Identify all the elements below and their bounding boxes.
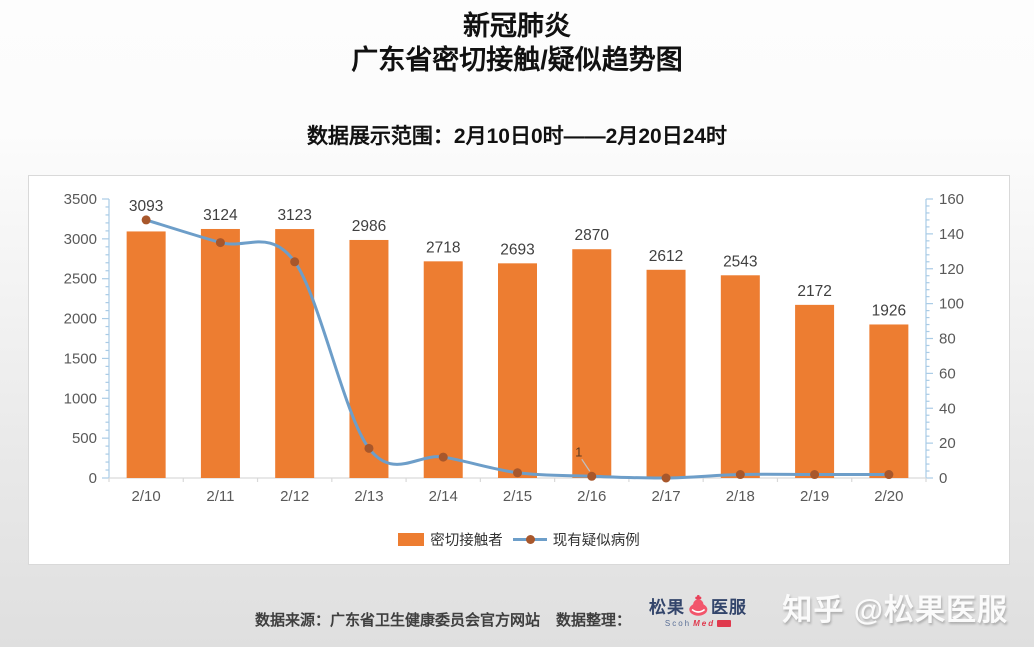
logo-subtext-scoh: Scoh: [664, 619, 692, 628]
svg-text:2000: 2000: [64, 311, 97, 328]
svg-text:2718: 2718: [426, 239, 460, 256]
chart-svg: 0 500 1000 1500 2000 2500 3000 3500 0 20 40 60 80 100…: [64, 191, 964, 505]
svg-text:80: 80: [939, 331, 956, 348]
svg-text:3123: 3123: [277, 207, 311, 224]
pinecone-logo-icon: [689, 594, 708, 616]
data-credit-label: 数据整理：: [556, 612, 632, 629]
scohmed-logo: 松果 医服 Scoh Med: [643, 593, 753, 628]
svg-text:500: 500: [72, 430, 97, 447]
logo-subtext: Scoh Med: [643, 619, 753, 628]
svg-text:2/17: 2/17: [651, 488, 680, 505]
svg-text:1500: 1500: [64, 350, 97, 367]
logo-subtext-med: Med: [693, 619, 716, 628]
svg-text:0: 0: [89, 470, 97, 487]
svg-text:120: 120: [939, 261, 964, 278]
svg-text:2/16: 2/16: [577, 488, 606, 505]
svg-text:2693: 2693: [500, 241, 534, 258]
page-footer: 数据来源：广东省卫生健康委员会官方网站 数据整理： 松果 医服 Scoh Med…: [0, 565, 1034, 647]
svg-text:2612: 2612: [649, 248, 683, 265]
svg-text:2/11: 2/11: [206, 488, 234, 505]
svg-text:100: 100: [939, 296, 964, 313]
page-subtitle-line: 广东省密切接触/疑似趋势图: [351, 45, 683, 75]
svg-text:3124: 3124: [203, 207, 238, 224]
data-source-label: 数据来源：广东省卫生健康委员会官方网站: [255, 612, 541, 629]
svg-text:2/10: 2/10: [132, 488, 161, 505]
logo-text-left: 松果: [649, 598, 685, 617]
svg-text:2500: 2500: [64, 271, 97, 288]
bar-series-swatch-icon: [398, 533, 425, 546]
svg-text:60: 60: [939, 365, 956, 382]
svg-text:2/18: 2/18: [726, 488, 755, 505]
svg-text:2986: 2986: [352, 218, 386, 235]
svg-text:2172: 2172: [797, 283, 831, 300]
line-series-marker-icon: [512, 535, 547, 544]
svg-text:2/15: 2/15: [503, 488, 532, 505]
svg-text:2/19: 2/19: [800, 488, 829, 505]
svg-text:3093: 3093: [129, 198, 163, 215]
legend-label-suspected-cases: 现有疑似病例: [552, 533, 640, 549]
svg-text:160: 160: [939, 191, 964, 208]
svg-text:2/13: 2/13: [354, 488, 383, 505]
legend-item-close-contacts: 密切接触者: [398, 529, 503, 550]
svg-text:1926: 1926: [872, 302, 906, 319]
svg-text:140: 140: [939, 226, 964, 243]
svg-text:40: 40: [939, 400, 956, 417]
page-title: 新冠肺炎: [463, 11, 571, 41]
page-header: 新冠肺炎 广东省密切接触/疑似趋势图 数据展示范围：2月10日0时——2月20日…: [0, 0, 1034, 150]
svg-text:20: 20: [939, 435, 956, 452]
logo-text-right: 医服: [711, 598, 747, 617]
legend-label-close-contacts: 密切接触者: [430, 533, 503, 549]
chart-panel: 0 500 1000 1500 2000 2500 3000 3500 0 20 40 60 80 100…: [28, 175, 1010, 565]
svg-text:2/14: 2/14: [429, 488, 458, 505]
svg-text:2/20: 2/20: [874, 488, 903, 505]
legend-item-suspected-cases: 现有疑似病例: [512, 529, 640, 550]
date-range-label: 数据展示范围：2月10日0时——2月20日24时: [306, 125, 728, 148]
chart-legend: 密切接触者 现有疑似病例: [29, 529, 1009, 550]
svg-text:1: 1: [575, 444, 582, 459]
logo-badge: [717, 620, 732, 627]
svg-text:1000: 1000: [64, 390, 97, 407]
svg-text:3500: 3500: [64, 191, 97, 208]
svg-text:3000: 3000: [64, 231, 97, 248]
svg-text:2870: 2870: [575, 227, 610, 244]
svg-text:2543: 2543: [723, 253, 757, 270]
svg-text:2/12: 2/12: [280, 488, 309, 505]
zhihu-watermark: 知乎 @松果医服: [782, 594, 1008, 627]
svg-text:0: 0: [939, 470, 947, 487]
